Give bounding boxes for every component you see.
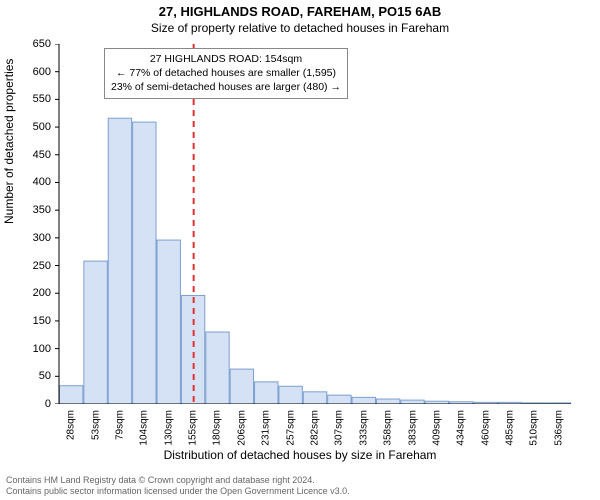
chart-container: 27, HIGHLANDS ROAD, FAREHAM, PO15 6AB Si… bbox=[0, 0, 600, 500]
xtick-label: 155sqm bbox=[188, 410, 199, 446]
bar bbox=[401, 400, 424, 404]
bar bbox=[279, 386, 302, 404]
bar bbox=[376, 399, 399, 404]
ytick-label: 200 bbox=[11, 287, 51, 299]
bar bbox=[133, 122, 156, 404]
bar bbox=[84, 261, 107, 404]
x-axis-label: Distribution of detached houses by size … bbox=[0, 448, 600, 462]
bar bbox=[328, 395, 351, 404]
xtick-label: 282sqm bbox=[310, 410, 321, 446]
xtick-label: 307sqm bbox=[334, 410, 345, 446]
xtick-label: 130sqm bbox=[163, 410, 174, 446]
footer-line-2: Contains public sector information licen… bbox=[6, 486, 350, 497]
xtick-label: 257sqm bbox=[285, 410, 296, 446]
xtick-label: 510sqm bbox=[529, 410, 540, 446]
footer-line-1: Contains HM Land Registry data © Crown c… bbox=[6, 475, 350, 486]
bar bbox=[303, 392, 326, 404]
ytick-label: 100 bbox=[11, 343, 51, 355]
xtick-label: 434sqm bbox=[456, 410, 467, 446]
ytick-label: 300 bbox=[11, 232, 51, 244]
bar bbox=[157, 240, 180, 404]
chart-title: 27, HIGHLANDS ROAD, FAREHAM, PO15 6AB bbox=[0, 0, 600, 19]
ytick-label: 400 bbox=[11, 176, 51, 188]
ytick-label: 650 bbox=[11, 38, 51, 50]
ytick-label: 0 bbox=[11, 398, 51, 410]
xtick-label: 333sqm bbox=[358, 410, 369, 446]
xtick-label: 460sqm bbox=[480, 410, 491, 446]
xtick-label: 231sqm bbox=[261, 410, 272, 446]
ytick-label: 150 bbox=[11, 315, 51, 327]
xtick-label: 79sqm bbox=[114, 410, 125, 440]
ytick-label: 500 bbox=[11, 121, 51, 133]
chart-area: 27 HIGHLANDS ROAD: 154sqm ← 77% of detac… bbox=[55, 44, 575, 404]
ytick-label: 450 bbox=[11, 149, 51, 161]
ytick-label: 250 bbox=[11, 260, 51, 272]
ytick-label: 600 bbox=[11, 66, 51, 78]
info-line-3: 23% of semi-detached houses are larger (… bbox=[111, 80, 341, 94]
xtick-label: 485sqm bbox=[505, 410, 516, 446]
ytick-label: 350 bbox=[11, 204, 51, 216]
info-line-2: ← 77% of detached houses are smaller (1,… bbox=[111, 66, 341, 80]
bar bbox=[352, 397, 375, 404]
y-axis-label: Number of detached properties bbox=[2, 59, 16, 224]
footer: Contains HM Land Registry data © Crown c… bbox=[6, 475, 350, 498]
bar bbox=[59, 386, 82, 404]
xtick-label: 180sqm bbox=[212, 410, 223, 446]
ytick-label: 50 bbox=[11, 370, 51, 382]
bar bbox=[108, 118, 131, 404]
info-line-1: 27 HIGHLANDS ROAD: 154sqm bbox=[111, 52, 341, 66]
xtick-label: 28sqm bbox=[66, 410, 77, 440]
xtick-label: 409sqm bbox=[431, 410, 442, 446]
xtick-label: 536sqm bbox=[553, 410, 564, 446]
xtick-label: 383sqm bbox=[407, 410, 418, 446]
ytick-label: 550 bbox=[11, 93, 51, 105]
bar bbox=[230, 369, 253, 404]
info-box: 27 HIGHLANDS ROAD: 154sqm ← 77% of detac… bbox=[104, 48, 348, 99]
xtick-label: 206sqm bbox=[236, 410, 247, 446]
xtick-label: 104sqm bbox=[139, 410, 150, 446]
bar bbox=[255, 382, 278, 404]
xtick-label: 53sqm bbox=[90, 410, 101, 440]
chart-subtitle: Size of property relative to detached ho… bbox=[0, 21, 600, 35]
xtick-label: 358sqm bbox=[383, 410, 394, 446]
bar bbox=[206, 332, 229, 404]
